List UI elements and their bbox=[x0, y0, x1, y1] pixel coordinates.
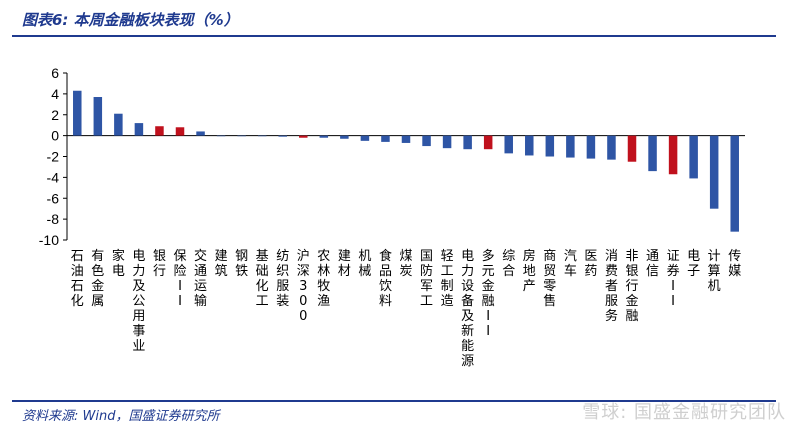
bar-汽车 bbox=[566, 135, 575, 158]
bar-纺织服装 bbox=[278, 135, 287, 137]
category-label: 沪深 3 0 0 bbox=[297, 248, 310, 324]
source-note: 资料来源: Wind，国盛证券研究所 bbox=[22, 409, 220, 424]
bar-家电 bbox=[114, 113, 123, 136]
category-label: 钢铁 bbox=[235, 249, 248, 279]
y-tick-label: 0 bbox=[51, 128, 59, 144]
category-label: 煤炭 bbox=[399, 249, 412, 279]
category-label: 机械 bbox=[358, 249, 371, 279]
bar-有色金属 bbox=[93, 97, 103, 136]
bar-保险II bbox=[175, 127, 185, 136]
category-label: 石油石化 bbox=[71, 249, 84, 309]
bottom-rule bbox=[12, 400, 776, 402]
category-label: 基础化工 bbox=[256, 249, 269, 309]
y-tick-label: 4 bbox=[51, 86, 59, 102]
figure-title: 图表6: 本周金融板块表现（%） bbox=[22, 11, 239, 29]
category-label: 综合 bbox=[502, 249, 515, 279]
bar-交通运输 bbox=[196, 131, 205, 136]
watermark: 雪球: 国盛金融研究团队 bbox=[582, 402, 786, 423]
bar-沪深300 bbox=[299, 135, 308, 138]
category-label: 建材 bbox=[338, 249, 351, 279]
category-label: 证券 I I bbox=[667, 249, 680, 309]
bar-基础化工 bbox=[257, 135, 267, 137]
category-label: 电力及公用事业 bbox=[132, 249, 145, 354]
category-label: 农林牧渔 bbox=[317, 249, 330, 309]
y-tick-label: 6 bbox=[51, 65, 59, 81]
bar-证券II bbox=[668, 135, 678, 175]
category-label: 电力设备及新能源 bbox=[461, 249, 474, 369]
category-label: 多元金融 I I bbox=[482, 248, 495, 339]
bar-建筑 bbox=[216, 135, 226, 137]
category-label: 非银行金融 bbox=[625, 249, 638, 324]
y-tick-label: -10 bbox=[39, 232, 59, 248]
bar-煤炭 bbox=[401, 135, 411, 143]
bar-电力及公用事业 bbox=[134, 123, 144, 136]
category-label: 电子 bbox=[687, 249, 700, 279]
category-label: 房地产 bbox=[523, 248, 536, 294]
category-label: 有色金属 bbox=[91, 249, 104, 309]
bar-多元金融II bbox=[483, 135, 493, 150]
bar-通信 bbox=[648, 135, 657, 172]
bar-钢铁 bbox=[237, 135, 246, 137]
category-label: 计算机 bbox=[708, 249, 721, 294]
axis-layer: 6 4 2 0 -2 -4 -6 -8 -10 bbox=[39, 65, 745, 248]
category-label: 纺织服装 bbox=[276, 249, 289, 309]
bar-国防军工 bbox=[422, 135, 431, 147]
category-label: 商贸零售 bbox=[543, 249, 556, 309]
y-tick-label: -8 bbox=[47, 211, 60, 227]
bar-非银行金融 bbox=[627, 135, 637, 162]
bar-食品饮料 bbox=[381, 135, 390, 142]
bar-机械 bbox=[360, 135, 370, 141]
bar-轻工制造 bbox=[442, 135, 452, 149]
category-label: 医药 bbox=[584, 249, 597, 279]
category-label: 家电 bbox=[112, 248, 125, 279]
category-label: 银行 bbox=[153, 249, 166, 279]
category-label: 交通运输 bbox=[194, 248, 207, 309]
category-label: 保险 I I bbox=[173, 249, 186, 309]
bar-消费者服务 bbox=[607, 135, 616, 160]
y-tick-label: -6 bbox=[47, 190, 60, 206]
bar-计算机 bbox=[709, 135, 719, 209]
category-label: 消费者服务 bbox=[605, 249, 618, 324]
bar-石油石化 bbox=[73, 90, 82, 136]
bar-layer bbox=[73, 90, 739, 232]
category-label: 汽车 bbox=[564, 249, 577, 279]
bar-电子 bbox=[689, 135, 698, 179]
bar-房地产 bbox=[525, 135, 534, 156]
bar-电力设备及新能源 bbox=[463, 135, 472, 150]
bar-农林牧渔 bbox=[319, 135, 329, 138]
y-tick-label: 2 bbox=[51, 107, 59, 123]
bar-医药 bbox=[586, 135, 596, 159]
bar-商贸零售 bbox=[545, 135, 555, 157]
category-label: 传媒 bbox=[728, 249, 741, 279]
category-label: 建筑 bbox=[215, 249, 228, 279]
category-label: 国防军工 bbox=[420, 249, 433, 309]
bar-银行 bbox=[155, 126, 164, 136]
y-tick-label: -4 bbox=[47, 169, 60, 185]
category-label: 通信 bbox=[646, 249, 659, 279]
bar-综合 bbox=[504, 135, 513, 154]
bar-传媒 bbox=[730, 135, 739, 232]
y-tick-label: -2 bbox=[47, 149, 60, 165]
top-rule bbox=[12, 35, 776, 37]
category-label: 轻工制造 bbox=[441, 249, 454, 309]
bar-建材 bbox=[340, 135, 349, 139]
category-label: 食品饮料 bbox=[379, 248, 392, 309]
